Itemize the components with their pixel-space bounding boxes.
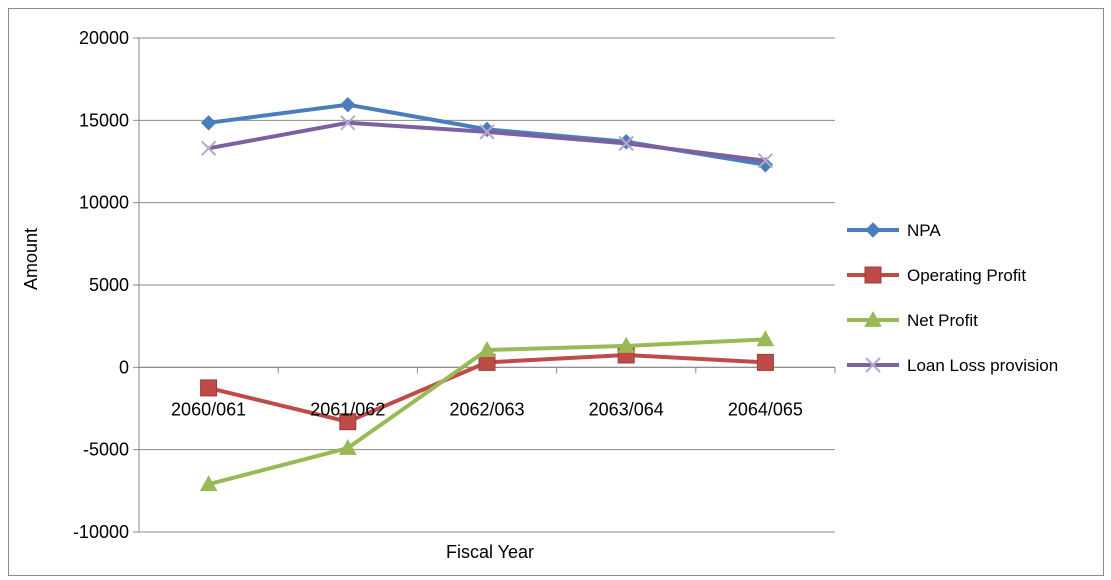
- legend-item: Net Profit: [847, 310, 978, 330]
- series-group: [199, 96, 775, 492]
- legend-label: Loan Loss provision: [907, 356, 1058, 375]
- data-point: [478, 341, 496, 357]
- x-category-label: 2061/062: [310, 399, 385, 419]
- x-axis-title: Fiscal Year: [446, 542, 534, 562]
- y-axis-title: Amount: [21, 228, 41, 290]
- data-point: [864, 310, 882, 327]
- data-point: [865, 222, 881, 238]
- data-point-stroke: [618, 135, 634, 152]
- data-point: [756, 353, 774, 371]
- series-net-profit: [199, 330, 775, 492]
- legend-label: Operating Profit: [907, 266, 1026, 285]
- data-point: [618, 135, 634, 152]
- data-point: [756, 330, 775, 347]
- data-point-stroke: [865, 357, 881, 373]
- y-tick-label: 10000: [79, 193, 129, 213]
- data-point-stroke: [479, 124, 495, 140]
- y-tick-label: 0: [119, 357, 129, 377]
- data-point-stroke: [340, 115, 356, 131]
- data-point: [865, 357, 881, 373]
- x-category-label: 2064/065: [728, 399, 803, 419]
- data-point: [340, 115, 356, 131]
- data-point: [200, 140, 217, 157]
- legend-item: Operating Profit: [847, 266, 1026, 285]
- x-category-label: 2060/061: [171, 399, 246, 419]
- legend: NPA Operating Profit Net Profit Loan Loss p…: [847, 221, 1058, 375]
- chart-frame: 20000 15000 10000 5000 0 -5000 -10000 2060/061…: [8, 8, 1104, 576]
- data-point: [757, 152, 774, 169]
- gridlines: [133, 37, 835, 533]
- data-point-stroke: [200, 140, 217, 157]
- legend-label: Net Profit: [907, 311, 978, 330]
- y-tick-label: 5000: [89, 275, 129, 295]
- data-point: [338, 438, 357, 455]
- data-point: [479, 121, 495, 138]
- y-tick-label: 15000: [79, 110, 129, 130]
- x-category-label: 2063/064: [589, 399, 664, 419]
- x-category-label: 2062/063: [449, 399, 524, 419]
- data-point: [200, 379, 218, 397]
- legend-item: Loan Loss provision: [847, 356, 1058, 375]
- x-axis-categories: 2060/061 2061/062 2062/063 2063/064 2064/065: [171, 399, 803, 419]
- y-tick-label: -5000: [83, 440, 129, 460]
- data-point: [479, 124, 495, 140]
- data-point: [340, 96, 356, 113]
- data-point: [864, 266, 882, 284]
- y-axis-ticks: 20000 15000 10000 5000 0 -5000 -10000: [73, 28, 129, 542]
- data-point: [617, 336, 636, 353]
- legend-item: NPA: [847, 221, 941, 240]
- y-tick-label: -10000: [73, 522, 129, 542]
- data-point-stroke: [757, 152, 774, 169]
- data-point: [339, 413, 357, 431]
- data-point: [199, 475, 218, 492]
- legend-label: NPA: [907, 221, 941, 240]
- series-loan-loss-provision: [200, 115, 774, 169]
- data-point: [200, 115, 217, 131]
- line-chart: 20000 15000 10000 5000 0 -5000 -10000 2060/061…: [21, 28, 1058, 562]
- y-tick-label: 20000: [79, 28, 129, 48]
